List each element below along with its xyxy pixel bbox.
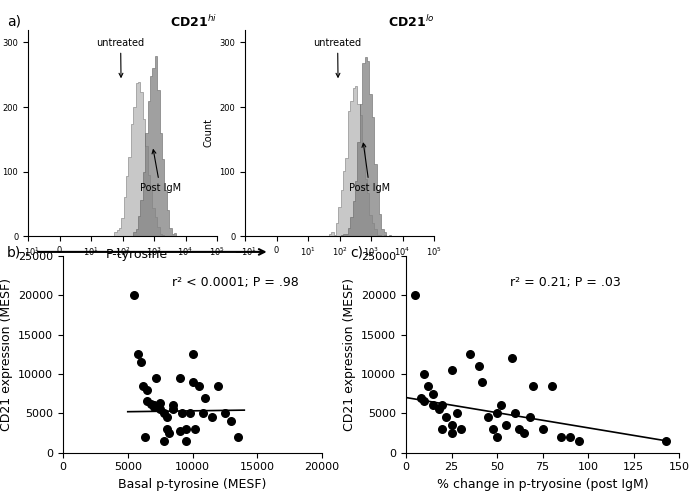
Text: a): a) bbox=[7, 15, 21, 29]
Text: CD21$^{lo}$: CD21$^{lo}$ bbox=[388, 14, 434, 30]
Text: c): c) bbox=[350, 246, 363, 260]
Point bbox=[176, 409, 188, 417]
Point bbox=[446, 429, 457, 437]
Point bbox=[528, 382, 539, 390]
Point bbox=[129, 291, 140, 299]
Point bbox=[573, 437, 584, 445]
Point bbox=[190, 425, 201, 433]
Point bbox=[155, 405, 166, 413]
Point bbox=[148, 401, 160, 409]
Point bbox=[232, 433, 244, 441]
Point bbox=[158, 437, 169, 445]
Polygon shape bbox=[245, 57, 434, 236]
Point bbox=[148, 403, 160, 411]
Point bbox=[181, 425, 192, 433]
Point bbox=[564, 433, 575, 441]
Point bbox=[135, 358, 146, 366]
Point bbox=[519, 429, 530, 437]
Point bbox=[410, 291, 421, 299]
Point bbox=[440, 413, 452, 421]
Point bbox=[428, 401, 439, 409]
Text: untreated: untreated bbox=[314, 38, 362, 77]
Point bbox=[428, 390, 439, 398]
Point bbox=[491, 409, 503, 417]
Point bbox=[146, 400, 157, 408]
Point bbox=[495, 401, 506, 409]
Point bbox=[139, 433, 150, 441]
Point bbox=[225, 417, 237, 425]
Point bbox=[546, 382, 557, 390]
Point bbox=[491, 433, 503, 441]
Polygon shape bbox=[28, 82, 217, 236]
Point bbox=[422, 382, 433, 390]
Y-axis label: Count: Count bbox=[204, 119, 214, 147]
X-axis label: Basal p-tyrosine (MESF): Basal p-tyrosine (MESF) bbox=[118, 478, 267, 491]
Point bbox=[181, 437, 192, 445]
Point bbox=[433, 405, 444, 413]
Point bbox=[473, 362, 484, 370]
Point bbox=[161, 425, 172, 433]
Point bbox=[219, 409, 230, 417]
Text: r² < 0.0001; P = .98: r² < 0.0001; P = .98 bbox=[172, 276, 298, 288]
Polygon shape bbox=[28, 56, 217, 236]
Point bbox=[506, 354, 517, 362]
Y-axis label: CD21 expression (MESF): CD21 expression (MESF) bbox=[342, 278, 356, 430]
Point bbox=[437, 425, 448, 433]
X-axis label: % change in p-tryosine (post IgM): % change in p-tryosine (post IgM) bbox=[437, 478, 648, 491]
Point bbox=[161, 413, 172, 421]
Point bbox=[206, 413, 218, 421]
Text: Post IgM: Post IgM bbox=[139, 150, 181, 193]
Point bbox=[524, 413, 536, 421]
Point bbox=[510, 409, 521, 417]
Point bbox=[415, 394, 426, 401]
Text: untreated: untreated bbox=[97, 38, 145, 77]
Point bbox=[132, 350, 144, 358]
Point bbox=[193, 382, 204, 390]
Point bbox=[150, 374, 162, 382]
Point bbox=[555, 433, 566, 441]
Point bbox=[167, 405, 178, 413]
Point bbox=[419, 398, 430, 405]
Text: P-tyrosine: P-tyrosine bbox=[106, 248, 167, 261]
Point bbox=[464, 350, 475, 358]
Point bbox=[187, 350, 198, 358]
Polygon shape bbox=[245, 86, 434, 236]
Point bbox=[446, 421, 457, 429]
Y-axis label: CD21 expression (MESF): CD21 expression (MESF) bbox=[0, 278, 13, 430]
Point bbox=[138, 382, 149, 390]
Point bbox=[477, 378, 488, 386]
Point bbox=[174, 427, 185, 434]
Point bbox=[141, 398, 153, 405]
Point bbox=[482, 413, 493, 421]
Point bbox=[455, 425, 466, 433]
Point bbox=[158, 409, 169, 417]
Point bbox=[187, 378, 198, 386]
Point bbox=[446, 366, 457, 374]
Text: Post IgM: Post IgM bbox=[349, 143, 390, 193]
Point bbox=[537, 425, 548, 433]
Point bbox=[419, 370, 430, 378]
Point bbox=[155, 399, 166, 407]
Point bbox=[141, 386, 153, 394]
Point bbox=[197, 409, 209, 417]
Point bbox=[437, 401, 448, 409]
Text: r² = 0.21; P = .03: r² = 0.21; P = .03 bbox=[510, 276, 620, 288]
Point bbox=[184, 409, 195, 417]
Point bbox=[500, 421, 512, 429]
Point bbox=[167, 401, 178, 409]
Point bbox=[452, 409, 463, 417]
Point bbox=[488, 425, 499, 433]
Text: CD21$^{hi}$: CD21$^{hi}$ bbox=[170, 14, 217, 30]
Point bbox=[513, 425, 524, 433]
Point bbox=[200, 394, 211, 401]
Point bbox=[164, 429, 175, 437]
Text: b): b) bbox=[7, 246, 21, 260]
Point bbox=[661, 437, 672, 445]
Point bbox=[213, 382, 224, 390]
Point bbox=[174, 374, 185, 382]
